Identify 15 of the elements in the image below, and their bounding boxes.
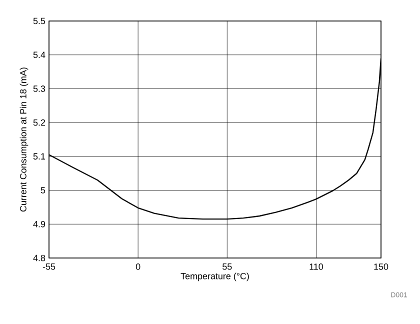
x-tick-label: 0 (136, 264, 140, 270)
x-tick-label: 55 (222, 264, 232, 270)
y-tick-label: 5.2 (33, 119, 46, 126)
x-tick-label: 110 (310, 264, 324, 270)
x-tick-label: 150 (374, 264, 388, 270)
y-tick-label: 5.5 (33, 18, 46, 24)
y-tick-label: 4.8 (33, 254, 46, 262)
y-tick-label: 5.4 (33, 52, 46, 58)
x-axis-title: Temperature (°C) (180, 272, 249, 282)
y-tick-label: 5.3 (33, 86, 46, 92)
y-axis-title: Current Consumption at Pin 18 (mA) (20, 68, 28, 212)
y-tick-label: 5 (40, 187, 46, 194)
y-tick-label: 4.9 (33, 220, 46, 228)
y-tick-label: 5.1 (33, 153, 46, 160)
x-tick-label: -55 (42, 264, 56, 270)
